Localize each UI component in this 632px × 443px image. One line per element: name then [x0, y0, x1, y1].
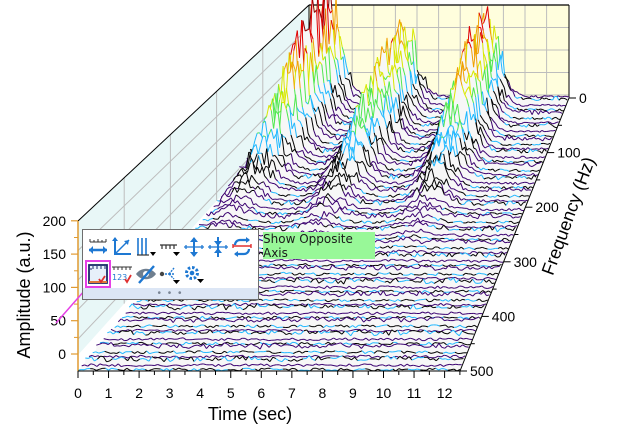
swap-axis-button[interactable] — [230, 234, 254, 260]
tick-marks-icon — [160, 244, 180, 256]
axis-settings-icon — [185, 266, 204, 283]
axis-position-icon — [159, 267, 180, 284]
hide-axis-button[interactable] — [134, 261, 158, 287]
axis-offset-out-button[interactable] — [182, 234, 206, 260]
toolbar-row-1 — [86, 234, 254, 260]
side-wall-top-edge — [77, 4, 310, 222]
axis-offset-out-icon — [184, 237, 204, 257]
axis-xyz-icon — [112, 237, 131, 255]
axis-mini-toolbar: 123 • • • — [82, 229, 259, 300]
grid-lines-button[interactable] — [134, 234, 158, 260]
z-axis-title: Amplitude (a.u.) — [14, 231, 34, 358]
x-axis-title: Time (sec) — [208, 404, 292, 424]
show-opposite-axis-button[interactable] — [85, 260, 111, 288]
toolbar-row-2: 123 — [85, 260, 206, 288]
z-axis: 050100150200 — [43, 213, 79, 371]
swap-axis-icon — [232, 237, 252, 257]
axis-length-button[interactable] — [86, 234, 110, 260]
axis-offset-in-icon — [208, 237, 228, 257]
waterfall-series — [77, 0, 570, 372]
callout-line — [55, 289, 86, 324]
show-opposite-axis-icon — [88, 264, 108, 284]
more-dots: • • • — [157, 287, 184, 299]
axis-offset-in-button[interactable] — [206, 234, 230, 260]
toolbar-expand-button[interactable]: • • • — [83, 288, 258, 299]
axis-position-button[interactable] — [158, 261, 182, 287]
y-axis-title: Frequency (Hz) — [538, 154, 599, 277]
tick-labels-button[interactable]: 123 — [110, 261, 134, 287]
tick-marks-button[interactable] — [158, 234, 182, 260]
x-axis: 0 1 2 3 4 5 6 7 8 9 10 11 12 — [74, 370, 461, 401]
hide-axis-icon — [136, 265, 156, 284]
axis-settings-button[interactable] — [182, 261, 206, 287]
tooltip: Show Opposite Axis — [263, 232, 375, 260]
axis-length-icon — [89, 239, 107, 254]
axis-xyz-button[interactable] — [110, 234, 134, 260]
tick-labels-icon: 123 — [112, 266, 132, 284]
grid-lines-icon — [137, 238, 156, 256]
